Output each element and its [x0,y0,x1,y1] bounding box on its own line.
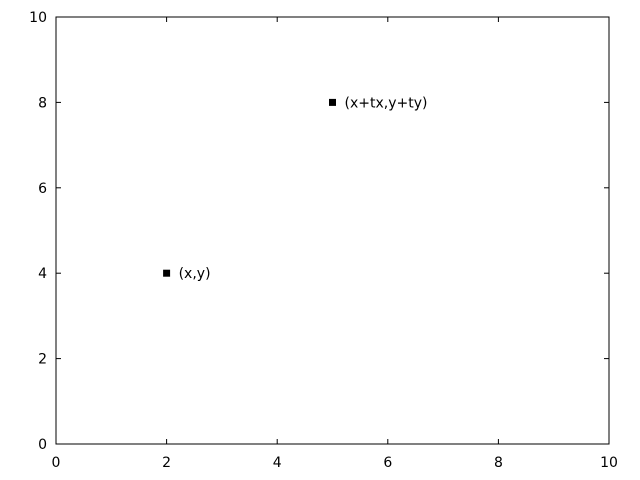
y-tick-label: 2 [38,352,47,368]
y-tick-label: 6 [38,181,47,197]
y-axis: 0 2 4 6 8 10 [29,10,609,453]
data-point-marker [329,98,336,106]
x-tick-label: 10 [600,455,618,471]
data-point-marker [163,269,171,277]
data-points: (x,y) (x+tx,y+ty) [163,95,427,282]
data-point-label: (x+tx,y+ty) [345,95,428,111]
x-tick-label: 4 [273,455,282,471]
plot-frame [55,16,610,445]
y-tick-label: 4 [38,266,47,282]
x-tick-label: 0 [52,455,61,471]
x-tick-label: 8 [494,455,503,471]
x-tick-label: 2 [162,455,171,471]
y-tick-label: 0 [38,437,47,453]
data-point-label: (x,y) [179,266,211,282]
x-axis: 0 2 4 6 8 10 [52,17,618,471]
y-tick-label: 8 [38,95,47,111]
y-tick-label: 10 [29,10,47,26]
x-tick-label: 6 [383,455,392,471]
